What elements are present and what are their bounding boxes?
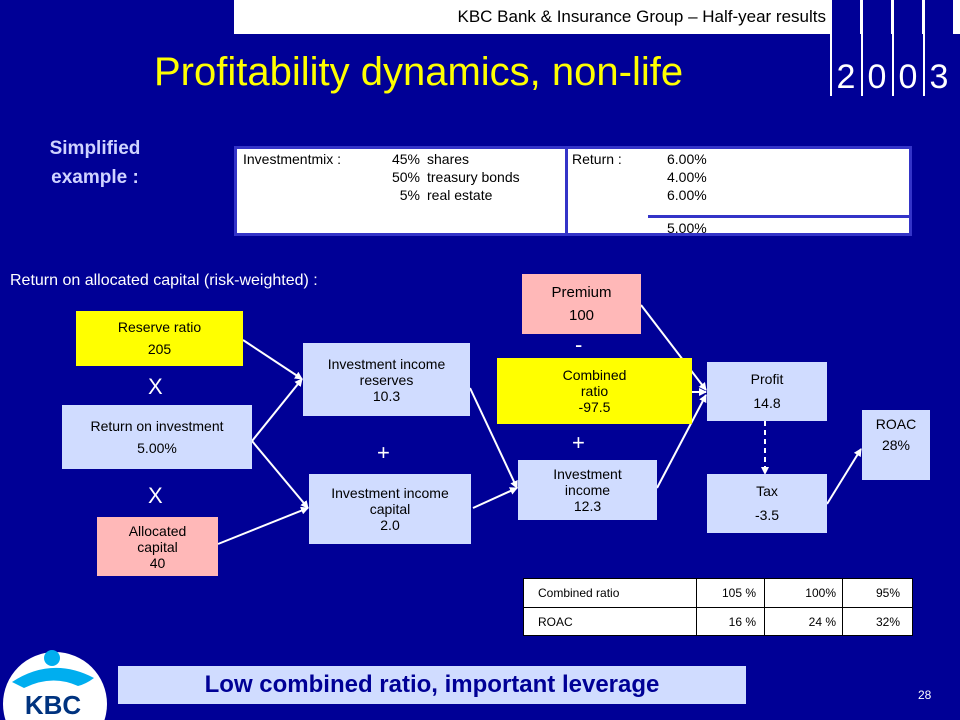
- table-divider: [842, 579, 843, 635]
- investment-income-capital-box: Investment income capital 2.0: [309, 474, 471, 544]
- mix-pct: 5%: [399, 187, 420, 203]
- table-row: Combined ratio 105 % 100% 95%: [524, 579, 912, 608]
- return-label: Return :: [572, 151, 622, 167]
- section-heading: Return on allocated capital (risk-weight…: [10, 272, 318, 289]
- return-on-investment-box: Return on investment 5.00%: [62, 405, 252, 469]
- return-value: 6.00%: [667, 187, 707, 203]
- kbc-logo: KBC: [3, 650, 107, 720]
- table-cell: ROAC: [538, 615, 573, 629]
- table-cell: Combined ratio: [538, 586, 620, 600]
- mix-asset: shares: [427, 151, 470, 167]
- return-value: 6.00%: [667, 151, 707, 167]
- table-cell: 105 %: [721, 586, 756, 600]
- mix-pct: 50%: [391, 169, 420, 185]
- mix-asset: treasury bonds: [427, 169, 520, 185]
- table-cell: 100%: [805, 586, 836, 600]
- multiply-operator: X: [148, 483, 163, 508]
- page-number: 28: [918, 688, 932, 702]
- year-digit: 2: [830, 0, 860, 96]
- table-divider: [764, 579, 765, 635]
- svg-text:KBC: KBC: [25, 690, 82, 720]
- mix-pct: 45%: [391, 151, 420, 167]
- profit-box: Profit 14.8: [707, 362, 827, 421]
- table-cell: 24 %: [808, 615, 836, 629]
- mix-asset: real estate: [427, 187, 493, 203]
- table-divider: [565, 146, 568, 236]
- year-digit: 0: [861, 0, 891, 96]
- table-row: ROAC 16 % 24 % 32%: [524, 608, 912, 636]
- investment-mix-table: [234, 146, 912, 236]
- combined-ratio-box: Combined ratio -97.5: [497, 358, 692, 424]
- table-divider: [696, 579, 697, 635]
- simplified-label: Simplified example :: [49, 138, 141, 188]
- return-total: 5.00%: [667, 220, 707, 236]
- table-cell: 16 %: [728, 615, 756, 629]
- sensitivity-table: Combined ratio 105 % 100% 95% ROAC 16 % …: [523, 578, 913, 636]
- table-cell: 32%: [875, 615, 900, 629]
- year-digit: 3: [923, 0, 953, 96]
- multiply-operator: X: [148, 374, 163, 399]
- investment-income-box: Investment income 12.3: [518, 460, 657, 520]
- roac-box: ROAC 28%: [862, 410, 930, 480]
- plus-operator: +: [572, 430, 585, 455]
- plus-operator: +: [377, 440, 390, 465]
- year-digit: 0: [892, 0, 922, 96]
- premium-box: Premium 100: [522, 274, 641, 334]
- minus-operator: -: [575, 332, 583, 357]
- header-text: KBC Bank & Insurance Group – Half-year r…: [457, 7, 827, 26]
- conclusion-banner: Low combined ratio, important leverage: [118, 666, 746, 704]
- table-total-line: [648, 215, 912, 218]
- return-value: 4.00%: [667, 169, 707, 185]
- investment-income-reserves-box: Investment income reserves 10.3: [303, 343, 470, 416]
- mix-label: Investmentmix :: [243, 151, 342, 167]
- allocated-capital-box: Allocated capital 40: [97, 517, 218, 576]
- tax-box: Tax -3.5: [707, 474, 827, 533]
- slide-title: Profitability dynamics, non-life: [154, 50, 684, 94]
- reserve-ratio-box: Reserve ratio 205: [76, 311, 243, 366]
- table-cell: 95%: [875, 586, 900, 600]
